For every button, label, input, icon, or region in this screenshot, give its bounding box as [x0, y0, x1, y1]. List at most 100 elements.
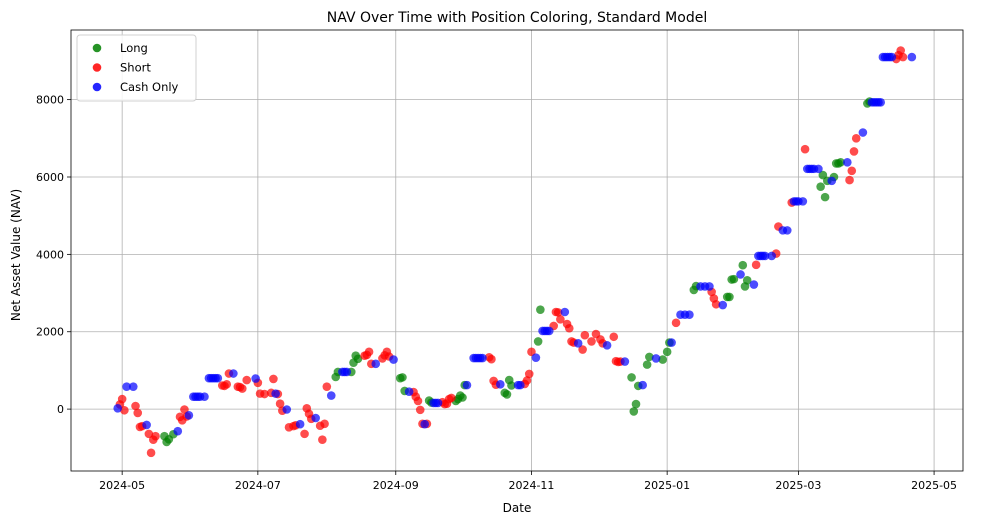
long-point: [536, 305, 545, 314]
cash-only-point: [531, 353, 541, 362]
short-point: [587, 337, 596, 346]
x-tick-label: 2024-09: [373, 479, 419, 492]
cash-only-point: [404, 387, 414, 396]
long-point: [631, 399, 641, 409]
x-axis-label: Date: [503, 501, 532, 515]
short-point: [222, 380, 232, 389]
grid-lines: [71, 30, 963, 471]
cash-only-point: [326, 391, 336, 400]
x-tick-label: 2025-03: [775, 479, 821, 492]
y-tick-label: 6000: [36, 171, 64, 184]
legend-marker-cash-only: [92, 82, 102, 92]
cash-only-point: [560, 307, 570, 317]
short-point: [851, 134, 861, 143]
short-point: [413, 396, 423, 406]
cash-only-point: [718, 300, 728, 310]
short-point: [556, 315, 565, 324]
short-point: [609, 332, 619, 342]
long-point: [629, 407, 639, 416]
short-point: [522, 376, 532, 385]
cash-only-point: [749, 280, 759, 289]
long-point: [818, 170, 828, 180]
long-point: [820, 192, 830, 202]
short-point: [849, 147, 859, 156]
long-point: [353, 354, 363, 364]
cash-only-point: [685, 310, 694, 320]
legend-marker-short: [92, 63, 102, 72]
short-point: [322, 382, 332, 391]
cash-only-point: [798, 197, 808, 206]
cash-only-point: [271, 389, 280, 398]
short-point: [898, 52, 908, 62]
cash-only-point: [767, 251, 776, 261]
short-point: [318, 435, 327, 444]
cash-only-point: [433, 398, 443, 408]
cash-only-point: [462, 380, 472, 390]
long-point: [507, 381, 516, 390]
cash-only-point: [620, 357, 630, 366]
short-point: [800, 144, 810, 154]
short-point: [364, 347, 374, 357]
x-tick-label: 2025-01: [644, 479, 690, 492]
cash-only-point: [814, 164, 823, 174]
cash-only-point: [478, 353, 487, 363]
short-point: [260, 389, 269, 399]
cash-only-point: [667, 338, 676, 347]
long-point: [645, 352, 654, 362]
short-point: [415, 405, 425, 415]
chart-title: NAV Over Time with Position Coloring, St…: [327, 10, 707, 26]
cash-only-point: [173, 426, 183, 436]
short-point: [487, 354, 496, 364]
cash-only-point: [122, 382, 131, 391]
cash-only-point: [311, 413, 320, 423]
short-point: [711, 299, 721, 309]
short-point: [180, 405, 189, 414]
short-point: [564, 323, 574, 333]
long-point: [742, 275, 752, 285]
long-point: [729, 274, 739, 284]
short-point: [237, 384, 247, 393]
short-point: [151, 431, 160, 441]
cash-only-point: [843, 158, 852, 167]
short-point: [144, 429, 154, 439]
long-point: [816, 182, 825, 191]
cash-only-point: [544, 326, 554, 336]
cash-only-point: [342, 367, 352, 377]
cash-only-point: [602, 340, 612, 350]
short-point: [527, 347, 536, 357]
short-point: [751, 260, 761, 270]
cash-only-point: [496, 380, 505, 389]
cash-only-point: [213, 373, 223, 383]
cash-only-point: [251, 374, 260, 383]
legend-box: [76, 34, 197, 102]
long-point: [725, 292, 734, 302]
cash-only-point: [184, 410, 194, 420]
short-point: [553, 308, 563, 317]
short-point: [320, 419, 329, 429]
long-point: [398, 373, 407, 382]
cash-only-point: [128, 382, 138, 391]
long-point: [738, 260, 748, 270]
long-point: [662, 347, 672, 357]
cash-only-point: [200, 392, 209, 402]
cash-only-point: [760, 251, 770, 261]
cash-only-point: [371, 359, 381, 369]
long-point: [533, 337, 543, 346]
cash-only-point: [142, 420, 151, 430]
y-tick-label: 4000: [36, 248, 64, 261]
cash-only-point: [638, 380, 647, 390]
short-point: [117, 394, 127, 404]
cash-only-point: [858, 128, 868, 137]
long-point: [502, 390, 512, 399]
short-point: [578, 345, 587, 354]
cash-only-point: [705, 282, 714, 291]
cash-only-point: [827, 176, 837, 186]
cash-only-point: [295, 419, 305, 429]
x-tick-label: 2024-05: [99, 479, 145, 492]
y-tick-label: 8000: [36, 94, 64, 107]
long-point: [836, 158, 845, 167]
long-point: [658, 355, 668, 364]
short-point: [524, 369, 534, 379]
